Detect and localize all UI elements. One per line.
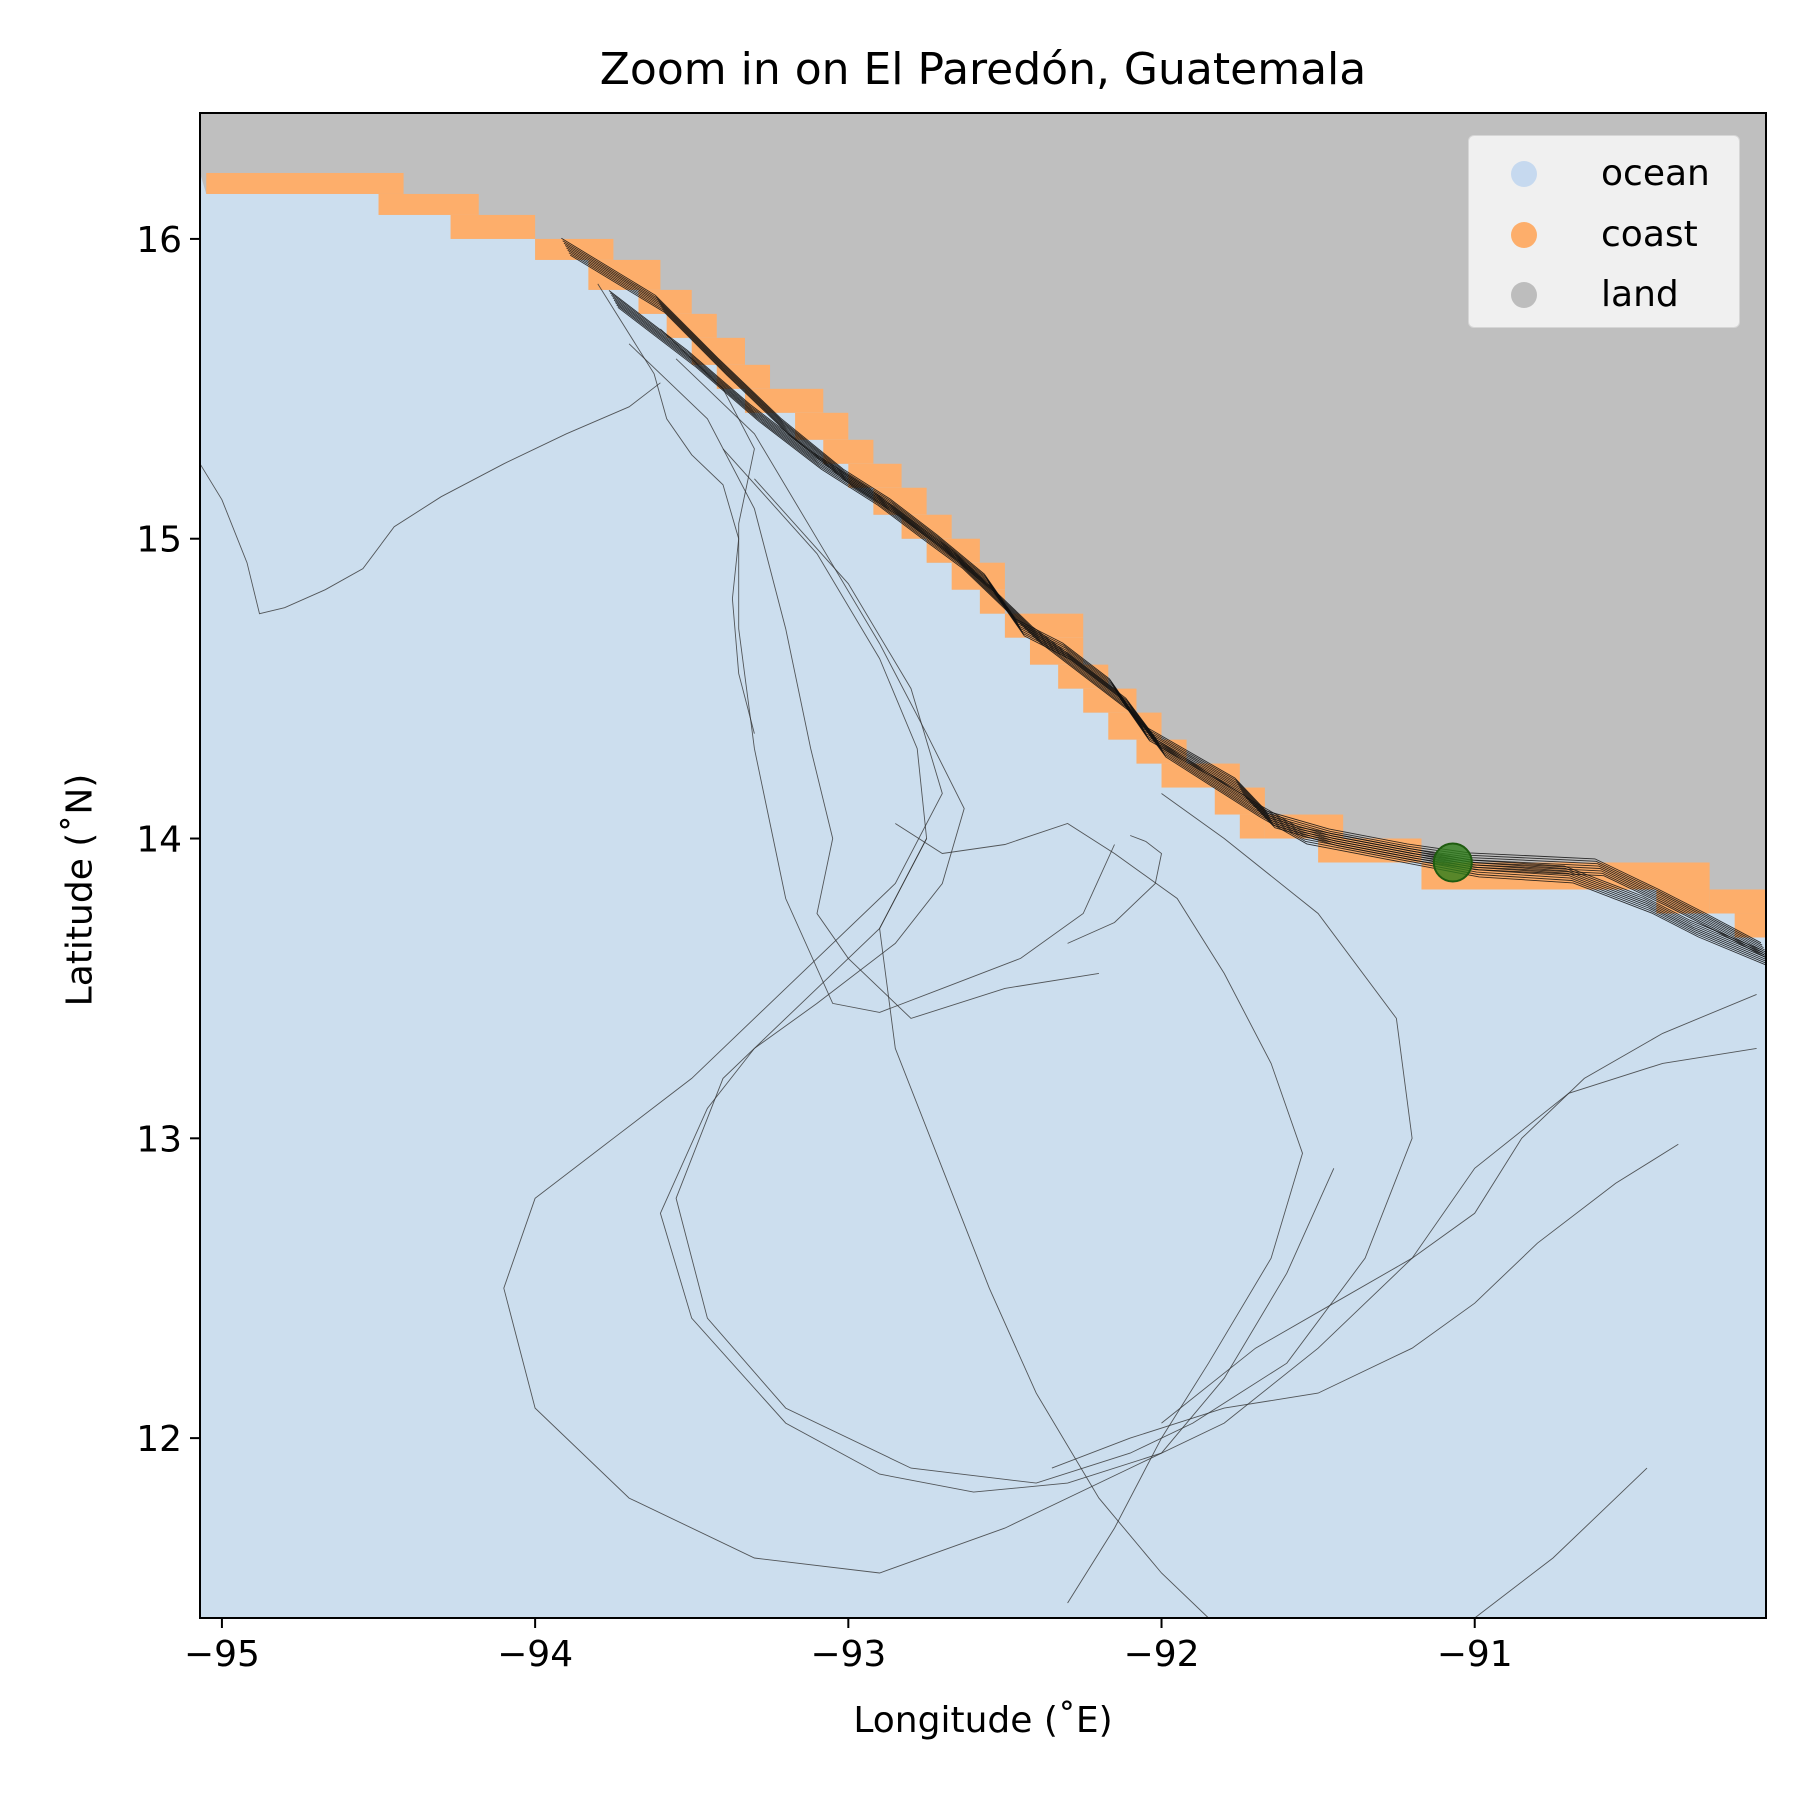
x-tick-label: −95 (184, 1634, 260, 1675)
drifter-track (1051, 1143, 1679, 1469)
legend-label-coast: coast (1601, 214, 1698, 255)
location-marker (1432, 842, 1473, 883)
coastal-track (610, 292, 1764, 953)
coastal-track (615, 302, 1766, 962)
y-tick-label: 16 (136, 220, 182, 261)
x-tick-label: −92 (1124, 1634, 1200, 1675)
x-axis-label: Longitude (˚E) (853, 1700, 1113, 1741)
drifter-track (1161, 993, 1757, 1424)
coast-cell (848, 463, 902, 488)
legend-label-land: land (1601, 274, 1679, 315)
coast-cell (823, 439, 874, 464)
coast-cell (450, 214, 536, 239)
y-tick-label: 13 (136, 1119, 182, 1160)
drifter-track (659, 358, 1335, 1493)
coastal-track (616, 304, 1766, 964)
coastal-track (613, 299, 1766, 960)
legend: ocean coast land (1468, 135, 1740, 328)
coastal-track (608, 290, 1762, 951)
coast-cell (378, 193, 479, 215)
coastal-track (612, 297, 1766, 958)
y-axis-label: Latitude (˚N) (59, 773, 101, 1007)
coast-cell (1734, 913, 1766, 938)
ocean-swatch-icon (1511, 161, 1537, 187)
x-tick-label: −94 (497, 1634, 573, 1675)
axes-frame (199, 112, 1767, 1619)
drifter-track (597, 283, 755, 734)
chart-title: Zoom in on El Paredón, Guatemala (599, 44, 1367, 95)
coast-cell (795, 412, 849, 440)
drifter-track (660, 328, 1115, 1013)
drifter-track (1067, 835, 1162, 944)
coastal-track (611, 294, 1765, 956)
drifter-track (675, 448, 1413, 1484)
drifter-track (503, 478, 1757, 1574)
coast-cell (206, 172, 404, 194)
y-tick-label: 12 (136, 1419, 182, 1460)
legend-label-ocean: ocean (1601, 153, 1710, 194)
drifter-track (1474, 1467, 1648, 1618)
coast-cell (1709, 889, 1766, 914)
coast-swatch-icon (1511, 222, 1537, 248)
coastal-track (617, 306, 1766, 966)
drifter-track (200, 382, 661, 615)
legend-item-ocean: ocean (1469, 152, 1739, 194)
ocean-area (200, 172, 1766, 1618)
drifter-track (879, 838, 1209, 1618)
y-tick-label: 14 (136, 820, 182, 861)
drifter-track (628, 343, 1099, 1019)
y-tick-label: 15 (136, 520, 182, 561)
x-tick-label: −93 (810, 1634, 886, 1675)
land-swatch-icon (1511, 282, 1537, 308)
coast-cell (1606, 862, 1710, 890)
legend-item-coast: coast (1469, 213, 1739, 255)
coast-cell (1239, 814, 1265, 839)
legend-item-land: land (1469, 273, 1739, 315)
x-tick-label: −91 (1437, 1634, 1513, 1675)
